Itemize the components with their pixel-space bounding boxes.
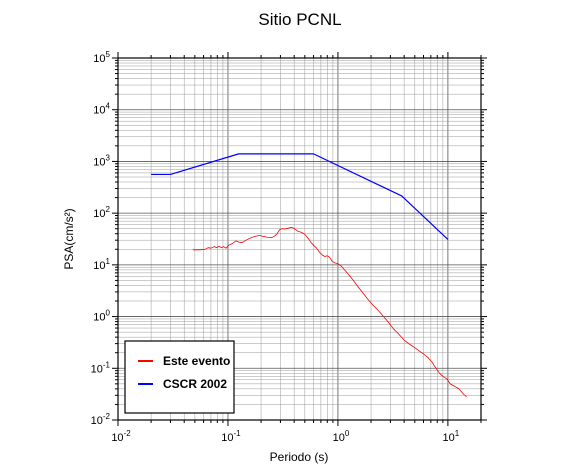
y-tick-label: 103 xyxy=(93,153,110,168)
y-tick-label: 100 xyxy=(93,309,110,324)
plot-frame xyxy=(117,57,482,421)
y-tick-label: 101 xyxy=(93,257,110,272)
legend-label-2: CSCR 2002 xyxy=(163,377,227,391)
x-axis-label: Periodo (s) xyxy=(270,450,329,464)
legend-box xyxy=(124,340,235,414)
y-tick-label: 102 xyxy=(93,205,110,220)
plot-series xyxy=(151,153,467,398)
y-tick-labels: 10-2 10-1 100 101 102 103 104 105 xyxy=(91,50,111,427)
y-tick-label: 10-2 xyxy=(91,412,111,427)
grid xyxy=(117,57,482,421)
legend-label-1: Este evento xyxy=(163,354,230,368)
x-tick-label: 101 xyxy=(443,429,460,444)
series-line-2 xyxy=(151,153,449,240)
x-tick-label: 10-2 xyxy=(111,429,131,444)
x-tick-label: 100 xyxy=(333,429,350,444)
y-tick-label: 105 xyxy=(93,50,110,65)
series-line-1 xyxy=(192,227,467,398)
x-tick-label: 10-1 xyxy=(221,429,241,444)
x-tick-labels: 10-2 10-1 100 101 xyxy=(111,429,459,444)
chart-title: Sitio PCNL xyxy=(258,10,341,29)
y-tick-label: 104 xyxy=(93,102,110,117)
y-tick-label: 10-1 xyxy=(91,360,111,375)
y-axis-label: PSA(cm/s²) xyxy=(62,208,76,269)
axis-ticks xyxy=(112,52,487,426)
legend: Este evento CSCR 2002 xyxy=(124,340,235,414)
